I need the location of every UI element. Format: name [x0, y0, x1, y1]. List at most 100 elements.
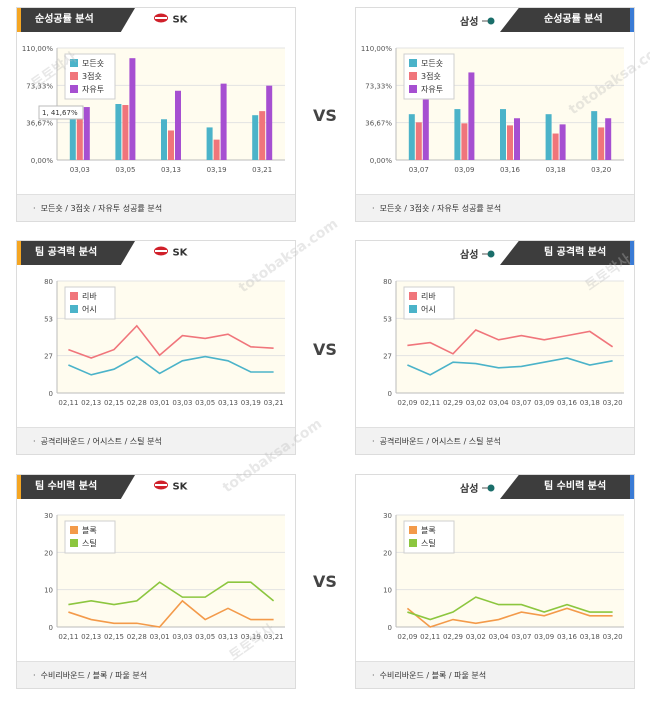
x-tick-label: 02,11 — [420, 633, 440, 641]
x-tick-label: 03,04 — [489, 399, 510, 407]
legend-swatch — [409, 59, 417, 67]
vs-label-2: VS — [313, 340, 337, 359]
x-tick-label: 02,11 — [58, 633, 78, 641]
bar — [507, 125, 513, 160]
x-tick-label: 03,09 — [454, 166, 474, 174]
series-line — [407, 357, 613, 376]
bar — [83, 107, 90, 160]
series-line — [68, 355, 274, 376]
samsung-team-name: 삼성 — [460, 250, 479, 261]
sk-team-label: SK — [153, 13, 187, 26]
x-tick-label: 03,04 — [489, 633, 510, 641]
y-tick-label: 27 — [44, 353, 53, 361]
y-tick-label: 20 — [383, 549, 392, 557]
legend-swatch — [409, 72, 417, 80]
sk-defense-footer-text: 수비리바운드 / 블록 / 파울 분석 — [40, 671, 148, 680]
x-tick-label: 02,15 — [104, 399, 124, 407]
x-tick-label: 02,29 — [443, 399, 463, 407]
samsung-shooting-footer: · 모든숏 / 3점숏 / 자유투 성공률 분석 — [356, 194, 634, 221]
vs-label-3: VS — [313, 572, 337, 591]
sk-team-label: SK — [153, 246, 187, 259]
x-tick-label: 03,05 — [195, 633, 215, 641]
x-tick-label: 02,11 — [58, 399, 78, 407]
legend-swatch — [70, 305, 78, 313]
x-tick-label: 02,11 — [420, 399, 440, 407]
legend-swatch — [409, 85, 417, 93]
series-line — [407, 329, 614, 355]
x-tick-label: 03,05 — [115, 166, 135, 174]
y-tick-label: 30 — [383, 512, 392, 520]
x-tick-label: 03,16 — [557, 633, 578, 641]
y-tick-label: 10 — [44, 587, 53, 595]
legend-label: 스틸 — [82, 538, 97, 548]
y-tick-label: 20 — [44, 549, 53, 557]
sk-team-label: SK — [153, 480, 187, 493]
bar — [206, 127, 213, 160]
x-tick-label: 03,07 — [511, 633, 531, 641]
legend-swatch — [70, 539, 78, 547]
samsung-logo-icon — [481, 249, 498, 262]
y-tick-label: 110,00% — [22, 45, 53, 53]
samsung-offense-footer: · 공격리바운드 / 어시스트 / 스틸 분석 — [356, 427, 634, 454]
sk-offense-footer: · 공격리바운드 / 어시스트 / 스틸 분석 — [17, 427, 295, 454]
x-tick-label: 03,19 — [241, 633, 261, 641]
y-tick-label: 10 — [383, 587, 392, 595]
legend-label: 블록 — [421, 525, 436, 535]
y-tick-label: 110,00% — [361, 45, 392, 53]
legend-label: 어시 — [421, 304, 436, 314]
samsung-shooting-panel: 삼성 순성공률 분석 0,00% 36,67% 73,33% 110,00% 03,07… — [355, 7, 635, 222]
series-line — [68, 599, 274, 628]
samsung-team-label: 삼성 — [460, 480, 498, 496]
samsung-defense-panel: 삼성 팀 수비력 분석 0 10 20 30 02,09 02,11 02,29 03,02 0… — [355, 474, 635, 689]
legend-swatch — [409, 305, 417, 313]
legend-swatch — [70, 292, 78, 300]
x-tick-label: 03,01 — [150, 399, 170, 407]
y-tick-label: 30 — [44, 512, 53, 520]
series-line — [68, 324, 274, 359]
x-tick-label: 02,28 — [127, 399, 147, 407]
x-tick-label: 03,20 — [591, 166, 611, 174]
bar — [559, 124, 566, 160]
legend-label: 3점숏 — [82, 71, 102, 81]
bar — [500, 109, 506, 160]
bar — [552, 133, 559, 160]
x-tick-label: 03,18 — [546, 166, 566, 174]
x-tick-label: 03,09 — [534, 633, 554, 641]
legend-label: 자유투 — [421, 85, 443, 94]
x-tick-label: 02,29 — [443, 633, 463, 641]
bar — [598, 127, 605, 160]
legend-label: 모든숏 — [82, 59, 104, 68]
x-tick-label: 02,13 — [81, 399, 101, 407]
sk-offense-panel: 팀 공격력 분석 SK 0 27 53 80 02,11 02,13 02,15 02,28 0… — [16, 240, 296, 455]
bar — [115, 104, 122, 160]
sk-shooting-panel: 순성공률 분석 SK 0,00% 36,67% 73,33% 110,00% 03,03… — [16, 7, 296, 222]
bar — [122, 105, 129, 160]
sk-offense-footer-text: 공격리바운드 / 어시스트 / 스틸 분석 — [40, 437, 162, 446]
x-tick-label: 03,13 — [218, 633, 238, 641]
samsung-defense-title: 팀 수비력 분석 — [500, 475, 634, 499]
bar — [161, 119, 167, 160]
y-tick-label: 0 — [388, 390, 392, 398]
series-line — [68, 581, 275, 606]
series-line — [406, 607, 613, 628]
y-tick-label: 0,00% — [31, 157, 54, 165]
legend-label: 어시 — [82, 304, 97, 314]
sk-logo-icon — [153, 246, 169, 259]
x-tick-label: 03,19 — [207, 166, 227, 174]
bar — [259, 111, 266, 160]
legend-swatch — [409, 539, 417, 547]
y-tick-label: 73,33% — [26, 82, 53, 90]
x-tick-label: 03,07 — [409, 166, 429, 174]
x-tick-label: 02,09 — [397, 633, 417, 641]
sk-shooting-chart: 0,00% 36,67% 73,33% 110,00% 03,03 03,05 03,13 0… — [22, 45, 285, 174]
y-tick-label: 0,00% — [370, 157, 393, 165]
samsung-team-label: 삼성 — [460, 13, 498, 29]
samsung-defense-footer-text: 수비리바운드 / 블록 / 파울 분석 — [379, 671, 487, 680]
tooltip-text: 1, 41,67% — [42, 109, 78, 117]
x-tick-label: 03,18 — [580, 633, 600, 641]
x-tick-label: 02,28 — [127, 633, 147, 641]
